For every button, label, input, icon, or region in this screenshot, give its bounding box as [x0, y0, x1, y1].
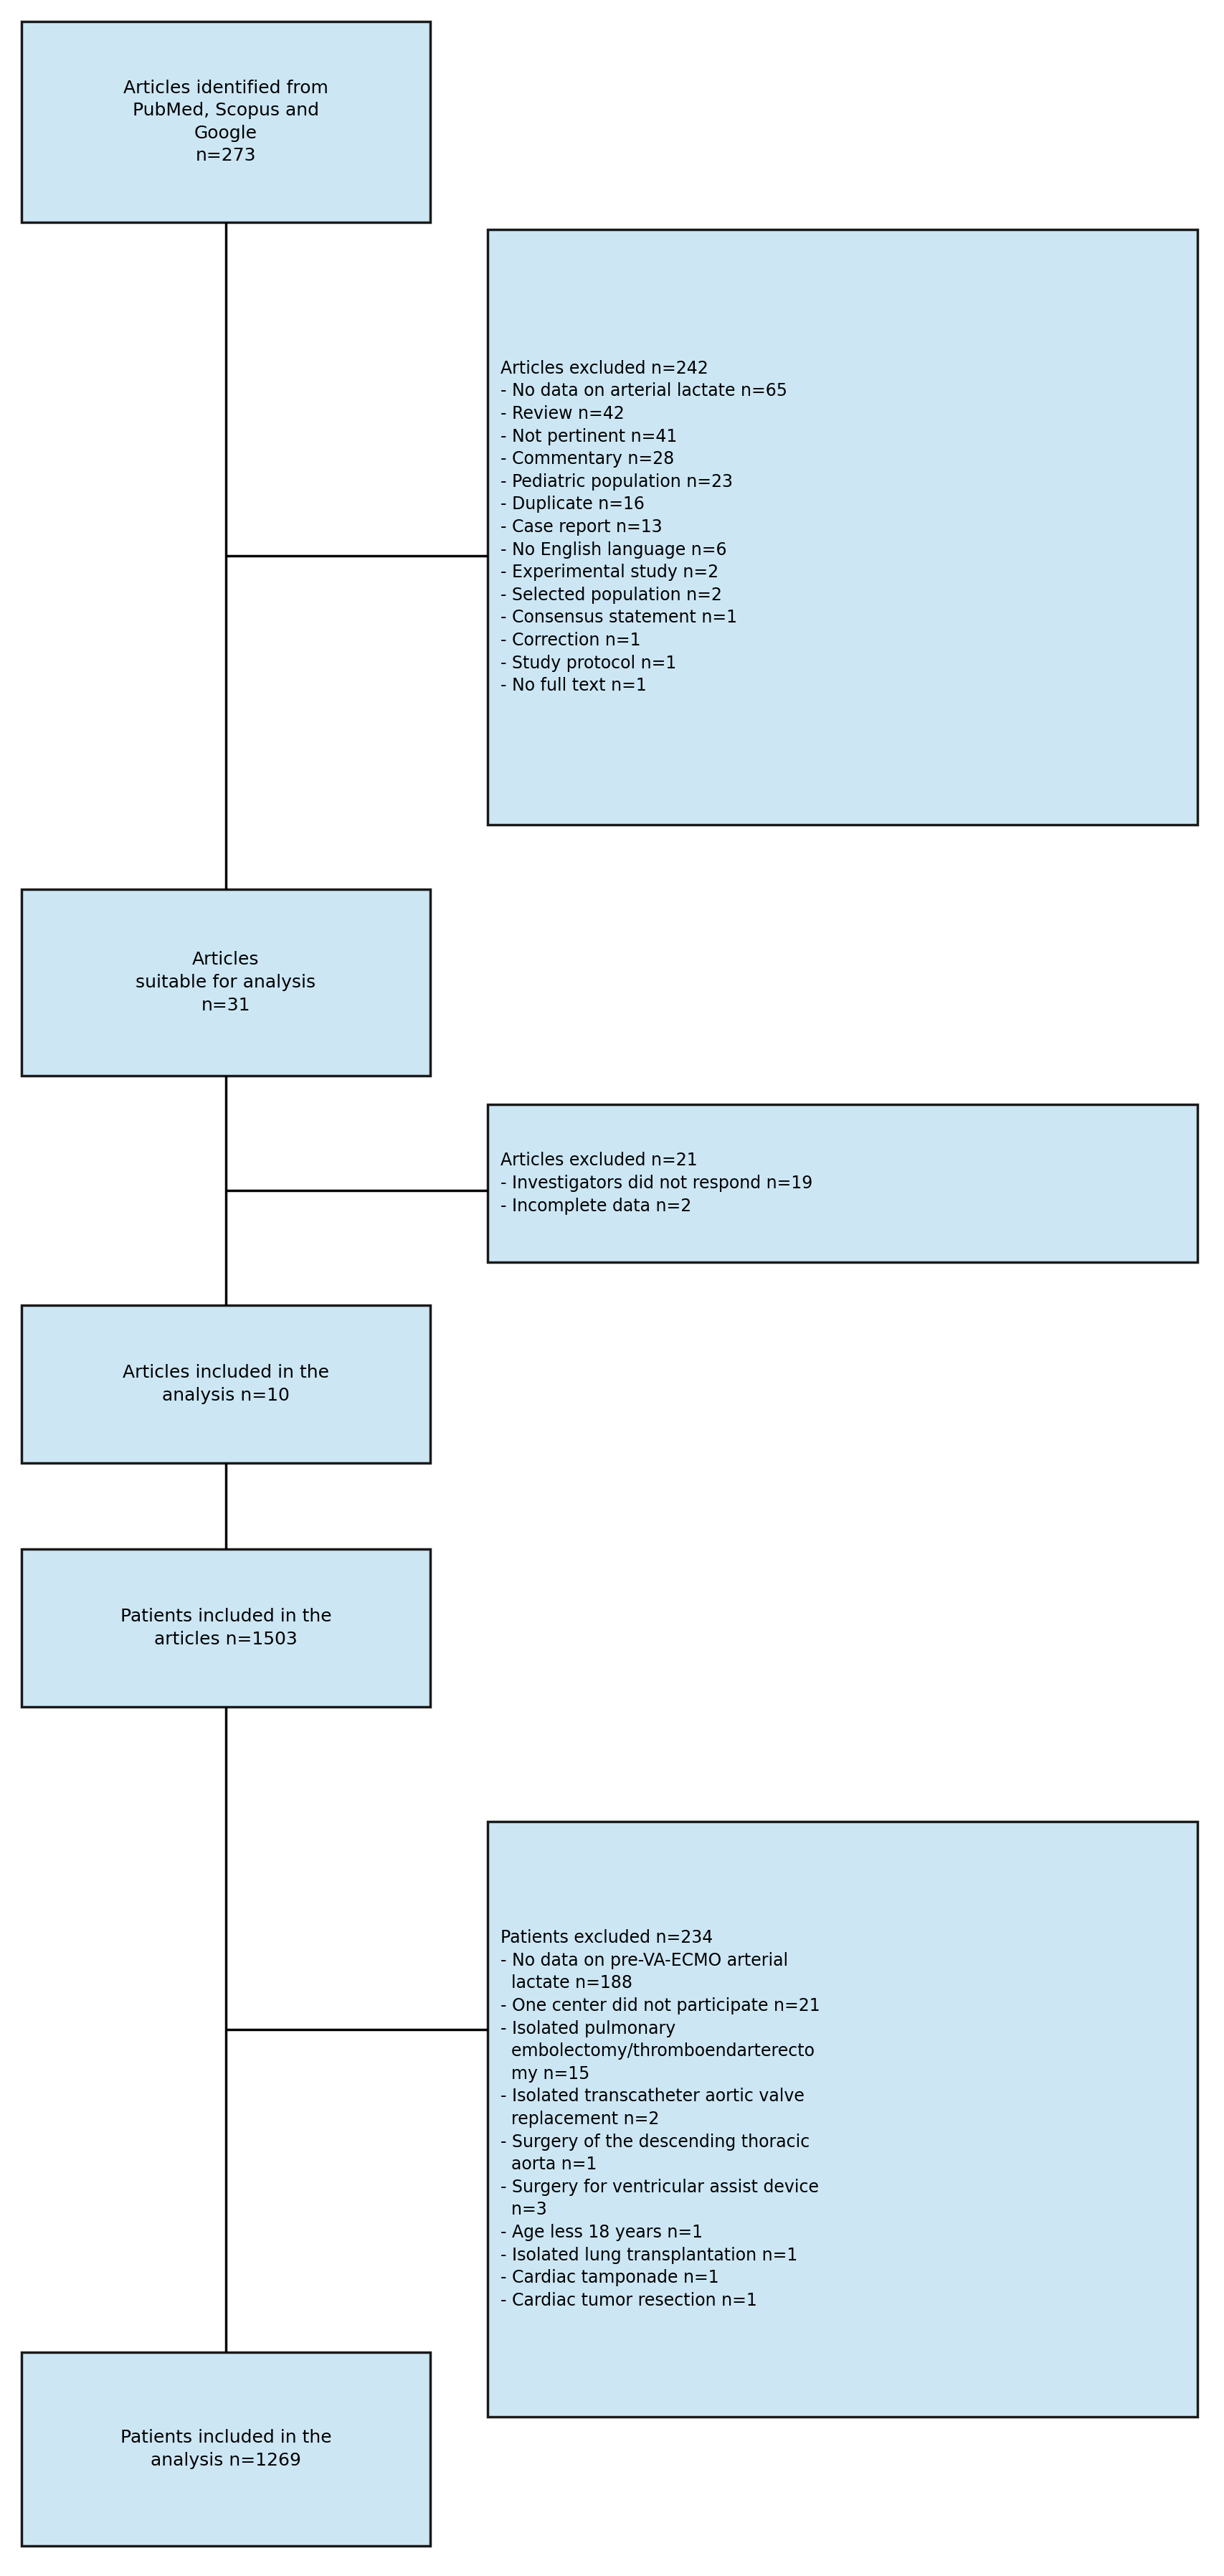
Text: Articles
suitable for analysis
n=31: Articles suitable for analysis n=31	[136, 951, 316, 1015]
Text: Articles identified from
PubMed, Scopus and
Google
n=273: Articles identified from PubMed, Scopus …	[124, 80, 328, 165]
FancyBboxPatch shape	[487, 1105, 1197, 1262]
Text: Patients excluded n=234
- No data on pre-VA-ECMO arterial
  lactate n=188
- One : Patients excluded n=234 - No data on pre…	[501, 1929, 820, 2308]
FancyBboxPatch shape	[22, 21, 430, 222]
FancyBboxPatch shape	[487, 1821, 1197, 2416]
FancyBboxPatch shape	[22, 2352, 430, 2545]
Text: Patients included in the
articles n=1503: Patients included in the articles n=1503	[120, 1607, 332, 1649]
Text: Articles included in the
analysis n=10: Articles included in the analysis n=10	[122, 1365, 329, 1404]
FancyBboxPatch shape	[22, 1548, 430, 1708]
FancyBboxPatch shape	[22, 1306, 430, 1463]
Text: Articles excluded n=242
- No data on arterial lactate n=65
- Review n=42
- Not p: Articles excluded n=242 - No data on art…	[501, 361, 787, 696]
FancyBboxPatch shape	[487, 229, 1197, 824]
FancyBboxPatch shape	[22, 889, 430, 1077]
Text: Articles excluded n=21
- Investigators did not respond n=19
- Incomplete data n=: Articles excluded n=21 - Investigators d…	[501, 1151, 813, 1213]
Text: Patients included in the
analysis n=1269: Patients included in the analysis n=1269	[120, 2429, 332, 2468]
